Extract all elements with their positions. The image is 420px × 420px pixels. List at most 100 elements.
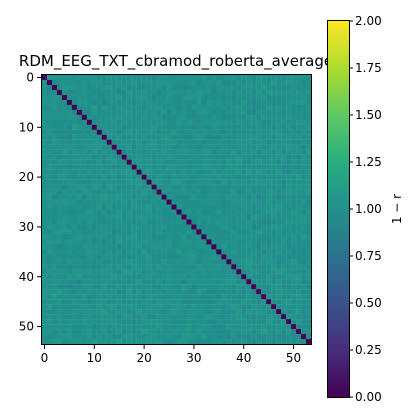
heatmap-cell [42,154,48,160]
heatmap-cell [91,109,97,116]
heatmap-cell [66,259,73,265]
heatmap-cell [191,84,197,91]
heatmap-cell [271,144,277,150]
heatmap-cell [256,149,262,155]
heatmap-cell [286,274,292,280]
heatmap-cell [201,234,207,240]
heatmap-cell [276,189,282,195]
heatmap-cell [66,154,73,160]
heatmap-cell [256,314,262,320]
heatmap-cell [61,124,68,130]
heatmap-cell [211,239,217,245]
heatmap-cell [261,179,267,185]
heatmap-cell [216,239,222,245]
heatmap-cell [246,144,252,150]
heatmap-cell [56,134,63,140]
heatmap-cell [136,279,142,285]
heatmap-cell [171,229,177,235]
heatmap-cell [86,229,92,235]
heatmap-cell [186,324,192,330]
heatmap-cell [56,334,63,340]
heatmap-cell [181,289,187,295]
heatmap-cell [251,279,257,285]
heatmap-cell [291,124,297,130]
heatmap-cell [166,339,172,345]
heatmap-cell [81,114,87,120]
heatmap-cell [151,254,157,260]
heatmap-cell [261,164,267,170]
heatmap-cell [241,134,247,140]
heatmap-cell [86,324,92,330]
heatmap-cell [141,204,147,210]
heatmap-cell [166,75,172,81]
heatmap-cell [301,159,307,165]
heatmap-cell [211,124,217,130]
heatmap-cell [171,79,177,86]
heatmap-cell [246,194,252,200]
heatmap-cell [151,104,157,111]
heatmap-cell [131,159,137,165]
heatmap-cell [111,234,117,240]
heatmap-cell [86,299,92,305]
heatmap-cell [66,264,73,270]
heatmap-cell [276,284,282,290]
heatmap-cell [296,104,302,111]
heatmap-cell [181,239,187,245]
heatmap-cell [241,224,247,230]
heatmap-cell [111,314,117,320]
heatmap-cell [171,289,177,295]
heatmap-cell [66,314,73,320]
heatmap-cell [211,84,217,91]
heatmap-cell [156,144,162,150]
heatmap-cell [42,314,48,320]
heatmap-cell [61,254,68,260]
heatmap-cell [166,84,172,91]
heatmap-cell [151,94,157,101]
heatmap-cell [116,319,122,325]
heatmap-cell [76,94,83,101]
heatmap-cell [91,79,97,86]
heatmap-cell [161,169,167,175]
heatmap-cell [176,114,182,120]
heatmap-cell [146,269,152,275]
heatmap-cell [51,314,58,320]
heatmap-cell [151,204,157,210]
heatmap-cell [61,304,68,310]
heatmap-cell [191,75,197,81]
heatmap-cell [106,104,112,111]
heatmap-cell [161,94,167,101]
heatmap-cell [171,164,177,170]
heatmap-cell [201,289,207,295]
heatmap-cell [156,154,162,160]
heatmap-cell [136,249,142,255]
heatmap-cell [241,254,247,260]
heatmap-cell [201,214,207,220]
heatmap-cell [101,199,107,205]
heatmap-cell [46,224,53,230]
heatmap-cell [71,124,78,130]
heatmap-cell [66,109,73,116]
heatmap-cell [121,324,127,330]
heatmap-cell [131,339,137,345]
heatmap-cell [276,94,282,101]
heatmap-cell [106,144,112,150]
heatmap-cell [196,264,202,270]
heatmap-cell [176,249,182,255]
heatmap-cell [201,99,207,106]
heatmap-cell [206,124,212,130]
heatmap-cell [196,254,202,260]
heatmap-cell [151,219,157,225]
heatmap-cell [236,189,242,195]
heatmap-cell [136,334,142,340]
heatmap-cell [121,304,127,310]
heatmap-cell [191,234,197,240]
heatmap-cell [201,79,207,86]
heatmap-cell [306,124,312,130]
heatmap-cell [121,244,127,250]
heatmap-cell [91,174,97,180]
heatmap-cell [301,194,307,200]
heatmap-cell [231,299,237,305]
heatmap-cell [71,209,78,215]
heatmap-cell [166,114,172,120]
heatmap-cell [96,279,102,285]
